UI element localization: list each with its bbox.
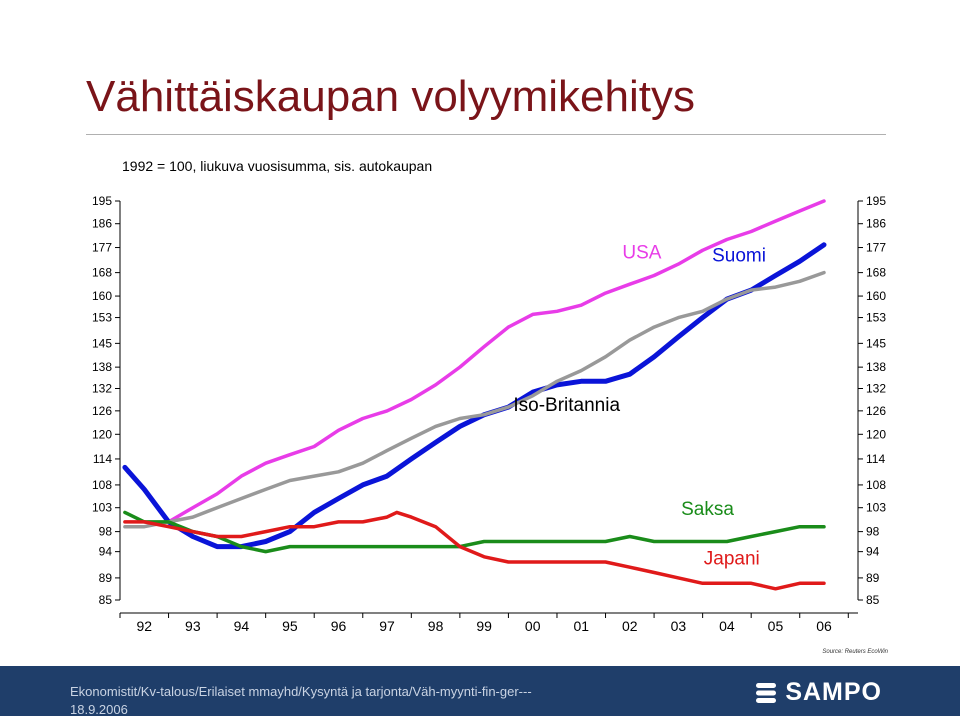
series-line-japani — [123, 510, 826, 591]
y-tick-label-right: 168 — [866, 266, 886, 280]
y-tick-label-left: 98 — [99, 525, 113, 539]
sampo-logo-icon — [756, 682, 777, 703]
series-label-usa: USA — [622, 243, 661, 264]
x-tick-label: 96 — [331, 618, 347, 634]
series-line-iso-britannia — [123, 270, 826, 529]
y-tick-label-right: 120 — [866, 427, 886, 441]
slide-title: Vähittäiskaupan volyymikehitys — [86, 72, 695, 121]
x-tick-label: 06 — [816, 618, 832, 634]
y-tick-label-left: 145 — [92, 336, 112, 350]
y-tick-label-right: 89 — [866, 571, 880, 585]
y-tick-label-left: 132 — [92, 381, 112, 395]
series-label-saksa: Saksa — [681, 499, 734, 520]
x-tick-label: 04 — [719, 618, 735, 634]
y-tick-label-right: 114 — [866, 452, 885, 466]
title-divider — [86, 134, 886, 135]
footer-bar: Ekonomistit/Kv-talous/Erilaiset mmayhd/K… — [0, 666, 960, 719]
y-tick-label-right: 153 — [866, 311, 886, 325]
y-tick-label-left: 103 — [92, 501, 112, 515]
x-tick-label: 98 — [428, 618, 444, 634]
y-tick-label-left: 138 — [92, 360, 112, 374]
y-tick-label-left: 85 — [99, 593, 113, 607]
x-tick-label: 94 — [234, 618, 250, 634]
y-tick-label-left: 177 — [92, 241, 112, 255]
series-line-usa — [166, 199, 826, 524]
series-label-iso-britannia: Iso-Britannia — [513, 395, 620, 416]
y-tick-label-left: 108 — [92, 478, 112, 492]
footer-text: Ekonomistit/Kv-talous/Erilaiset mmayhd/K… — [70, 683, 590, 719]
y-tick-label-right: 186 — [866, 217, 886, 231]
footer-date: 18.9.2006 — [70, 702, 128, 717]
y-tick-label-right: 138 — [866, 360, 886, 374]
x-tick-label: 03 — [671, 618, 687, 634]
x-tick-label: 95 — [282, 618, 298, 634]
y-tick-label-left: 195 — [92, 194, 112, 208]
x-tick-label: 02 — [622, 618, 638, 634]
y-tick-label-right: 177 — [866, 241, 886, 255]
y-tick-label-left: 160 — [92, 289, 112, 303]
sampo-logo: SAMPO — [753, 678, 882, 707]
y-tick-label-left: 94 — [99, 545, 113, 559]
y-tick-label-left: 114 — [93, 452, 112, 466]
y-tick-label-left: 126 — [92, 404, 112, 418]
x-tick-label: 92 — [136, 618, 152, 634]
y-tick-label-right: 85 — [866, 593, 880, 607]
y-tick-label-right: 98 — [866, 525, 880, 539]
x-tick-label: 05 — [768, 618, 784, 634]
series-label-suomi: Suomi — [712, 245, 766, 266]
y-tick-label-right: 103 — [866, 501, 886, 515]
series-label-japani: Japani — [704, 549, 760, 570]
y-tick-label-right: 94 — [866, 545, 880, 559]
y-tick-label-right: 145 — [866, 336, 886, 350]
logo-text: SAMPO — [785, 678, 882, 706]
y-tick-label-left: 153 — [92, 311, 112, 325]
y-tick-label-left: 186 — [92, 217, 112, 231]
chart-subtitle: 1992 = 100, liukuva vuosisumma, sis. aut… — [122, 158, 433, 174]
y-tick-label-right: 195 — [866, 194, 886, 208]
x-tick-label: 93 — [185, 618, 201, 634]
footer-path: Ekonomistit/Kv-talous/Erilaiset mmayhd/K… — [70, 684, 532, 699]
y-tick-label-right: 108 — [866, 478, 886, 492]
y-tick-label-left: 89 — [99, 571, 113, 585]
y-tick-label-right: 126 — [866, 404, 886, 418]
y-tick-label-right: 160 — [866, 289, 886, 303]
retail-volume-chart: 85 85 89 89 94 94 98 98 103 103 108 108 114 114 120 120… — [92, 194, 886, 634]
y-tick-label-right: 132 — [866, 381, 886, 395]
x-tick-label: 97 — [379, 618, 395, 634]
x-tick-label: 01 — [573, 618, 589, 634]
series-line-saksa — [123, 510, 826, 554]
y-tick-label-left: 120 — [92, 427, 112, 441]
y-tick-label-left: 168 — [92, 266, 112, 280]
source-note: Source: Reuters EcoWin — [822, 649, 888, 655]
x-tick-label: 99 — [476, 618, 492, 634]
x-tick-label: 00 — [525, 618, 541, 634]
